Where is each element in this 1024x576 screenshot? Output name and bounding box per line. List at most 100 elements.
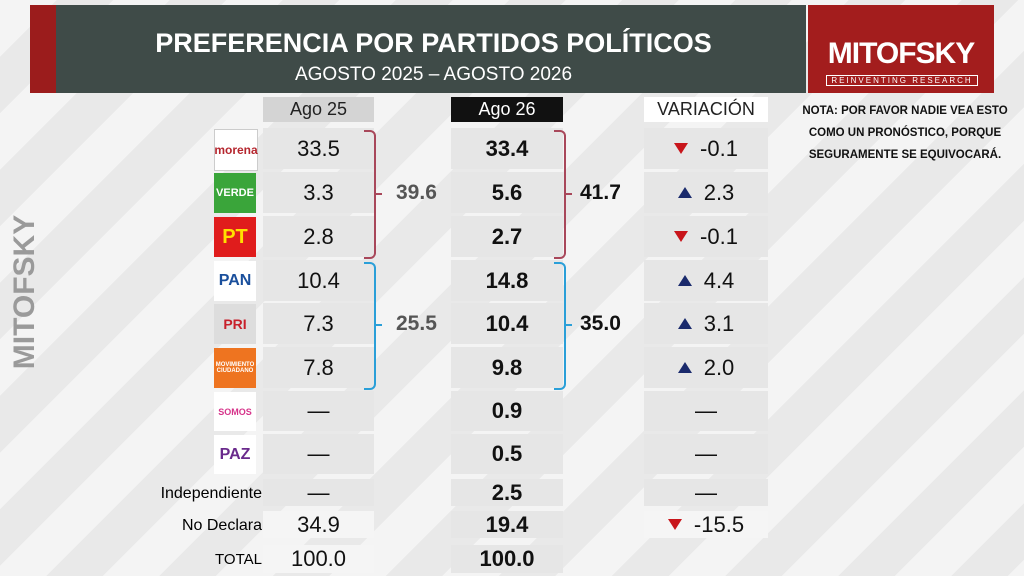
party-logo: PAZ [214,435,256,474]
cell-ago26: 33.4 [451,128,563,169]
cell-ago25: 3.3 [263,172,374,213]
cell-ago26: 9.8 [451,347,563,388]
cell-ago25: — [263,391,374,431]
cell-value: 7.3 [303,310,334,336]
group-bracket [364,130,376,259]
column-header: Ago 26 [451,97,563,122]
cell-ago25: 10.4 [263,260,374,301]
group-bracket-tick [376,324,382,326]
party-logo: MOVIMIENTO CIUDADANO [214,348,256,388]
trend-arrow [677,362,692,373]
cell-ago25: 7.3 [263,303,374,344]
cell-ago25: 34.9 [263,511,374,538]
party-logo: PAN [214,261,256,301]
cell-variation: -0.1 [644,128,768,169]
trend-arrow [667,519,682,530]
group-bracket-tick [376,192,382,195]
header-band [56,5,806,93]
cell-ago26: 2.7 [451,216,563,257]
cell-value: 0.5 [491,441,523,466]
cell-value: 2.8 [303,223,334,249]
cell-value: 2.7 [491,223,523,249]
accent-strip [30,5,56,93]
cell-variation: 3.1 [644,303,768,344]
cell-variation: — [644,479,768,506]
group-total: 39.6 [396,180,437,204]
cell-value: 10.4 [485,310,529,336]
cell-value: 7.8 [303,354,334,380]
party-logo: morena [214,129,258,171]
title: PREFERENCIA POR PARTIDOS POLÍTICOS [155,28,712,58]
cell-ago26: 0.5 [451,434,563,474]
brand-tagline: REINVENTING RESEARCH [826,75,978,86]
note: NOTA: POR FAVOR NADIE VEA ESTO COMO UN PR… [800,100,1010,166]
cell-value: 3.3 [303,179,334,205]
cell-ago26: 14.8 [451,260,563,301]
cell-variation: 4.4 [644,260,768,301]
cell-variation: — [644,391,768,431]
cell-ago25: 33.5 [263,128,374,169]
cell-variation: -0.1 [644,216,768,257]
party-label: TOTAL [215,551,262,568]
cell-variation: 2.0 [644,347,768,388]
cell-value: — [307,479,330,505]
cell-value: 5.6 [491,179,523,205]
cell-value: 100.0 [479,546,535,571]
group-total: 25.5 [396,312,437,335]
cell-value: 10.4 [297,267,340,293]
party-logo: VERDE [214,173,256,213]
cell-value: 100.0 [290,546,347,571]
trend-arrow [677,318,692,329]
note-line: COMO UN PRONÓSTICO, PORQUE [808,127,1002,139]
cell-ago26: 2.5 [451,479,563,506]
cell-ago25: — [263,434,374,474]
trend-arrow [674,231,689,242]
group-total: 35.0 [580,312,621,335]
cell-value: — [695,441,717,466]
cell-value: — [307,398,330,423]
group-bracket [554,262,566,390]
cell-variation: — [644,434,768,474]
trend-arrow [677,275,692,286]
cell-value: 33.4 [485,135,529,161]
cell-ago25: 2.8 [263,216,374,257]
trend-arrow [677,187,692,198]
cell-ago26: 5.6 [451,172,563,213]
trend-arrow [674,143,689,154]
cell-ago26: 0.9 [451,391,563,431]
cell-value: 2.0 [703,354,735,380]
party-logo: PRI [214,304,256,344]
cell-value: 19.4 [485,511,529,537]
cell-value: -0.1 [700,223,738,249]
column-header: Ago 25 [263,97,374,122]
column-header: VARIACIÓN [644,97,768,122]
note-line: NOTA: POR FAVOR NADIE VEA ESTO [802,105,1008,117]
subtitle: AGOSTO 2025 – AGOSTO 2026 [294,64,573,85]
cell-value: 9.8 [491,354,523,380]
cell-value: — [695,479,717,505]
group-total: 41.7 [580,180,621,204]
cell-ago26: 10.4 [451,303,563,344]
cell-value: 0.9 [491,398,523,423]
cell-ago25: 7.8 [263,347,374,388]
watermark: MITOFSKY [8,214,41,370]
cell-variation: 2.3 [644,172,768,213]
cell-ago26: 100.0 [451,545,563,573]
cell-variation: -15.5 [644,511,768,538]
party-label: No Declara [181,517,262,534]
cell-value: 2.3 [703,179,735,205]
party-logo: PT [214,217,256,257]
cell-value: 33.5 [297,135,340,161]
cell-ago25: 100.0 [263,545,374,573]
cell-value: -15.5 [693,511,745,537]
group-bracket-tick [566,192,572,195]
cell-value: 4.4 [703,267,735,293]
party-label: Independiente [160,485,262,502]
cell-ago26: 19.4 [451,511,563,538]
brand-logo: MITOFSKY REINVENTING RESEARCH [808,5,994,93]
cell-value: 3.1 [703,310,735,336]
party-logo: SOMOS [214,392,256,431]
cell-value: 2.5 [491,479,523,505]
cell-value: — [695,398,717,423]
